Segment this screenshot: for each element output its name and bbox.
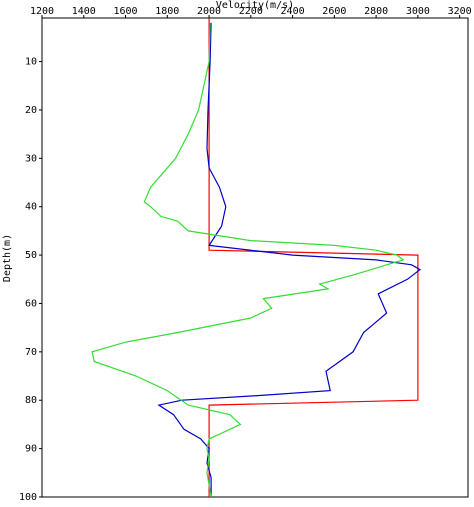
x-tick-label: 1800 [155, 6, 179, 17]
y-axis-label: Depth(m) [2, 234, 13, 282]
y-tick-label: 50 [25, 250, 37, 261]
x-tick-label: 2000 [197, 6, 221, 17]
plot-frame [41, 17, 469, 498]
x-tick-label: 1600 [113, 6, 137, 17]
x-tick-label: 3200 [448, 6, 472, 17]
y-tick-label: 100 [19, 492, 37, 503]
x-tick-label: 2800 [364, 6, 388, 17]
y-tick-label: 40 [25, 202, 37, 213]
x-axis-label: Velocity(m/s) [216, 0, 294, 11]
y-tick-label: 30 [25, 153, 37, 164]
y-tick-label: 80 [25, 395, 37, 406]
velocity-curve [91, 22, 405, 498]
y-tick-label: 20 [25, 105, 37, 116]
velocity-curve [157, 22, 422, 497]
y-tick-label: 60 [25, 298, 37, 309]
x-tick-label: 3000 [406, 6, 430, 17]
y-tick-label: 90 [25, 444, 37, 455]
x-tick-label: 2400 [281, 6, 305, 17]
y-tick-label: 10 [25, 57, 37, 68]
x-tick-label: 1200 [30, 6, 54, 17]
velocity-curve [208, 18, 419, 497]
x-tick-label: 1400 [72, 6, 96, 17]
x-tick-label: 2600 [322, 6, 346, 17]
y-tick-label: 70 [25, 347, 37, 358]
x-tick-label: 2200 [239, 6, 263, 17]
